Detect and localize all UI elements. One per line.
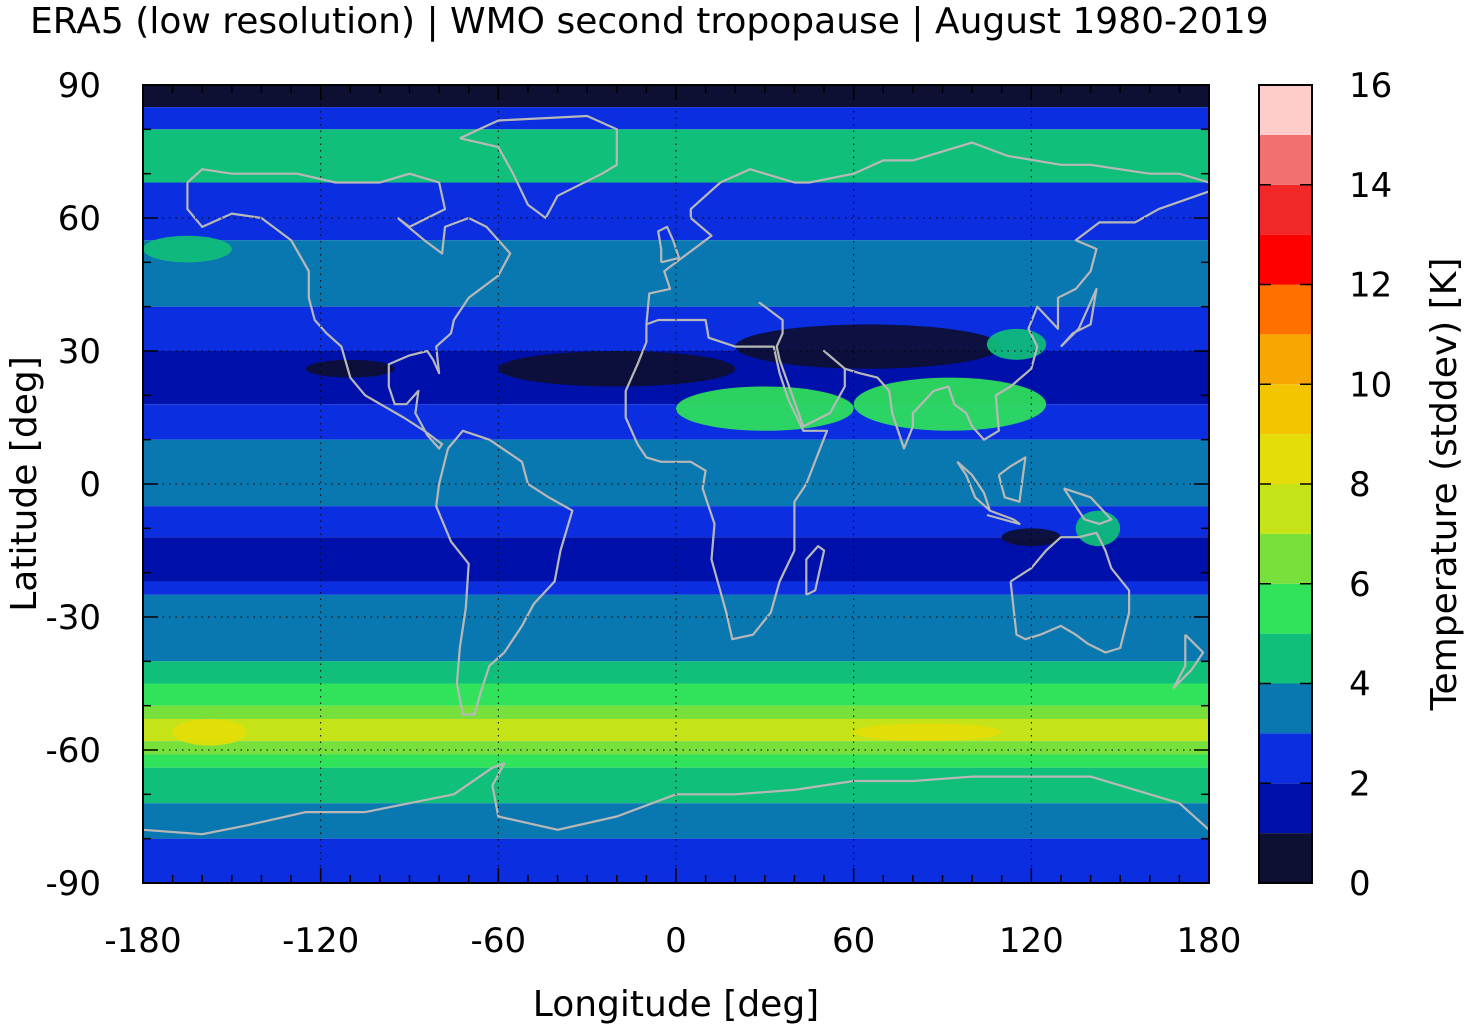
colorbar-bin-13	[1259, 184, 1312, 235]
heatmap-feature-7	[1001, 528, 1061, 547]
colorbar-tick-label: 8	[1349, 465, 1371, 505]
y-tick-label: 90	[58, 66, 101, 106]
x-tick-label: 60	[832, 921, 875, 961]
colorbar-bin-4	[1259, 633, 1312, 684]
heatmap-band-17	[143, 741, 1209, 755]
colorbar	[1258, 84, 1313, 884]
colorbar-bin-5	[1259, 583, 1312, 634]
y-tick-label: 30	[58, 332, 101, 372]
x-tick-label: 180	[1177, 921, 1242, 961]
x-axis-label: Longitude [deg]	[533, 984, 819, 1025]
coastline-9	[986, 509, 1021, 526]
colorbar-bin-9	[1259, 384, 1312, 435]
coastline-3	[645, 141, 1210, 325]
colorbar-bin-15	[1259, 85, 1312, 135]
colorbar-tick-label: 14	[1349, 166, 1392, 206]
y-tick-label: -60	[45, 731, 101, 771]
colorbar-bin-14	[1259, 134, 1312, 185]
colorbar-bin-7	[1259, 484, 1312, 534]
colorbar-bin-2	[1259, 733, 1312, 784]
x-tick-label: 120	[999, 921, 1064, 961]
heatmap-feature-10	[853, 723, 1002, 742]
coastline-1	[435, 429, 574, 716]
heatmap-feature-9	[172, 718, 247, 746]
coastline-10	[997, 456, 1027, 503]
temperature-heatmap	[143, 85, 1209, 883]
colorbar-bins	[1259, 85, 1312, 883]
heatmap-band-14	[143, 683, 1209, 706]
coastline-12	[657, 225, 681, 264]
map-plot-area	[142, 84, 1210, 884]
heatmap-band-11	[143, 581, 1209, 595]
x-tick-label: 0	[665, 921, 687, 961]
y-tick-labels: 90 60 30 0 -30 -60 -90	[45, 66, 101, 904]
colorbar-tick-label: 16	[1349, 66, 1392, 106]
x-tick-labels: -180 -120 -60 0 60 120 180	[104, 921, 1241, 961]
heatmap-feature-4	[676, 386, 854, 431]
colorbar-tick-label: 6	[1349, 565, 1371, 605]
heatmap-band-19	[143, 767, 1209, 804]
y-tick-label: 60	[58, 199, 101, 239]
coastline-15	[805, 544, 826, 596]
colorbar-tick-label: 12	[1349, 266, 1392, 306]
colorbar-bin-1	[1259, 783, 1312, 834]
heatmap-band-7	[143, 404, 1209, 440]
heatmap-band-15	[143, 705, 1209, 719]
coastline-11	[1062, 487, 1113, 526]
colorbar-bin-3	[1259, 683, 1312, 734]
coastline-7	[459, 114, 618, 220]
gridlines	[143, 85, 1209, 883]
heatmap-feature-3	[305, 359, 395, 378]
colorbar-label: Temperature (stddev) [K]	[1424, 258, 1465, 712]
colorbar-bin-10	[1259, 334, 1312, 385]
colorbar-tick-label: 2	[1349, 764, 1371, 804]
y-tick-label: -30	[45, 598, 101, 638]
colorbar-bin-6	[1259, 533, 1312, 584]
heatmap-feature-2	[735, 324, 1002, 369]
coastline-14	[1172, 633, 1205, 690]
coastline-13	[1060, 287, 1098, 348]
colorbar-tick-label: 10	[1349, 365, 1392, 405]
x-tick-label: -180	[104, 921, 181, 961]
axis-ticks	[142, 84, 1210, 884]
colorbar-tick-labels: 16 14 12 10 8 6 4 2 0	[1349, 66, 1392, 904]
y-tick-label: -90	[45, 864, 101, 904]
colorbar-bin-11	[1259, 284, 1312, 335]
coastline-4	[758, 190, 1210, 450]
coastline-5	[1009, 531, 1131, 654]
colorbar-bin-12	[1259, 234, 1312, 285]
y-tick-label: 0	[79, 465, 101, 505]
heatmap-feature-5	[853, 377, 1047, 431]
coastline-2	[624, 318, 829, 641]
colorbar-bin-0	[1259, 833, 1312, 883]
colorbar-tick-label: 4	[1349, 665, 1371, 705]
x-tick-label: -60	[471, 921, 527, 961]
colorbar-bin-8	[1259, 434, 1312, 484]
chart-title: ERA5 (low resolution) | WMO second tropo…	[30, 1, 1269, 42]
colorbar-tick-label: 0	[1349, 864, 1371, 904]
heatmap-band-13	[143, 661, 1209, 684]
colorbar-ticks	[1259, 84, 1312, 884]
x-tick-label: -120	[282, 921, 359, 961]
heatmap-band-3	[143, 182, 1209, 241]
coastline-6	[142, 762, 1210, 836]
heatmap-feature-0	[143, 235, 232, 263]
y-axis-label: Latitude [deg]	[4, 356, 45, 612]
heatmap-feature-1	[498, 351, 736, 387]
